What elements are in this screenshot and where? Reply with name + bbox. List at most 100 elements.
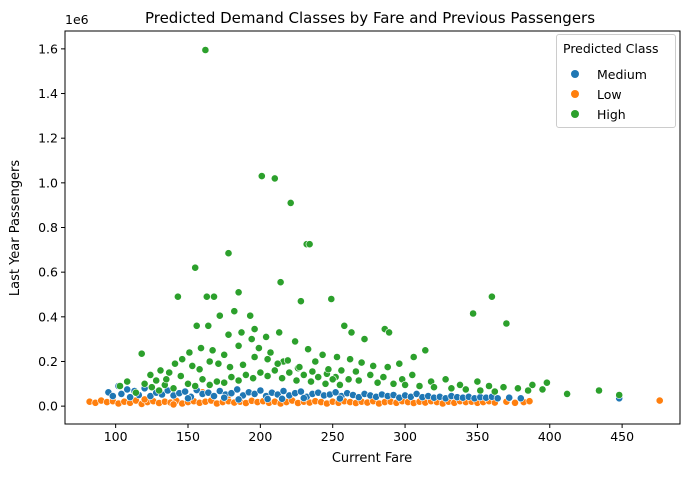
y-tick-label: 1.0	[38, 175, 58, 190]
point-high	[324, 365, 333, 374]
y-tick-label: 0.4	[38, 309, 58, 324]
point-medium	[279, 387, 288, 395]
point-high	[373, 378, 382, 387]
point-high	[408, 370, 417, 379]
point-low	[169, 400, 178, 409]
legend-item-high: High	[571, 105, 626, 123]
point-high	[185, 348, 194, 357]
point-high	[192, 321, 201, 330]
point-high	[178, 355, 187, 364]
point-high	[191, 382, 200, 390]
point-high	[421, 346, 430, 355]
legend: Predicted Class Medium Low High	[556, 34, 676, 128]
point-high	[162, 375, 171, 384]
point-medium	[108, 392, 117, 400]
point-high	[514, 384, 522, 393]
point-high	[214, 359, 223, 368]
point-medium	[123, 385, 132, 394]
point-high	[333, 353, 341, 361]
point-high	[263, 372, 272, 380]
point-medium	[256, 386, 265, 395]
point-high	[146, 370, 155, 379]
point-high	[239, 360, 247, 369]
point-high	[246, 311, 255, 320]
point-high	[212, 377, 221, 386]
point-high	[351, 367, 360, 376]
point-medium	[215, 387, 224, 395]
point-high	[366, 370, 375, 379]
point-high	[188, 361, 197, 370]
legend-item-medium: Medium	[571, 65, 647, 83]
point-high	[263, 355, 272, 364]
point-medium	[331, 388, 340, 397]
point-high	[250, 353, 259, 361]
point-high	[152, 376, 161, 385]
point-high	[337, 366, 346, 375]
point-high	[210, 292, 218, 301]
point-high	[473, 377, 482, 386]
point-medium	[204, 388, 213, 397]
point-high	[257, 172, 266, 180]
point-high	[230, 307, 239, 316]
point-high	[395, 359, 404, 368]
point-high	[490, 387, 499, 396]
point-medium	[354, 393, 363, 402]
point-medium	[181, 387, 189, 396]
x-tick-label: 400	[538, 429, 562, 444]
point-high	[226, 363, 234, 371]
point-medium	[516, 394, 525, 403]
legend-item-low: Low	[571, 85, 622, 103]
point-high	[409, 353, 418, 361]
point-medium	[210, 392, 218, 400]
point-high	[227, 373, 236, 381]
point-high	[291, 337, 299, 346]
point-high	[401, 380, 409, 389]
point-high	[524, 386, 532, 395]
point-high	[346, 355, 354, 364]
point-high	[563, 389, 571, 398]
point-high	[262, 332, 270, 341]
x-axis-label: Current Fare	[332, 451, 412, 466]
y-tick-label: 0.0	[38, 399, 58, 414]
point-high	[224, 330, 233, 339]
y-tick-label: 1.4	[38, 86, 58, 101]
point-high	[379, 373, 388, 381]
point-high	[304, 345, 312, 354]
point-high	[254, 344, 263, 352]
point-high	[201, 46, 210, 54]
x-tick-label: 450	[610, 429, 634, 444]
point-high	[383, 363, 392, 371]
point-high	[299, 370, 308, 379]
point-high	[266, 348, 275, 357]
point-high	[485, 382, 493, 390]
legend-marker-medium	[571, 70, 579, 78]
point-high	[327, 295, 336, 303]
point-medium	[263, 395, 272, 403]
point-high	[538, 385, 547, 394]
y-tick-label: 0.8	[38, 220, 58, 235]
x-tick-label: 150	[176, 429, 200, 444]
x-axis-ticks: 100 150 200 250 300 350 400 450	[104, 424, 634, 444]
point-high	[347, 328, 356, 337]
point-high	[369, 361, 378, 370]
points-layer	[85, 46, 664, 409]
point-medium	[296, 387, 305, 396]
point-high	[198, 375, 207, 384]
point-medium	[412, 389, 421, 398]
y-offset-label: 1e6	[65, 12, 89, 27]
point-high	[234, 341, 243, 350]
legend-marker-high	[571, 110, 579, 118]
point-high	[234, 288, 243, 297]
point-high	[344, 375, 353, 384]
x-tick-label: 100	[104, 429, 128, 444]
point-high	[147, 383, 156, 392]
point-high	[220, 350, 229, 359]
point-medium	[278, 394, 286, 403]
point-high	[155, 386, 163, 395]
point-medium	[493, 394, 502, 403]
point-high	[447, 384, 456, 393]
point-medium	[299, 394, 308, 402]
point-high	[249, 374, 257, 383]
point-medium	[184, 394, 192, 403]
point-high	[357, 358, 366, 367]
